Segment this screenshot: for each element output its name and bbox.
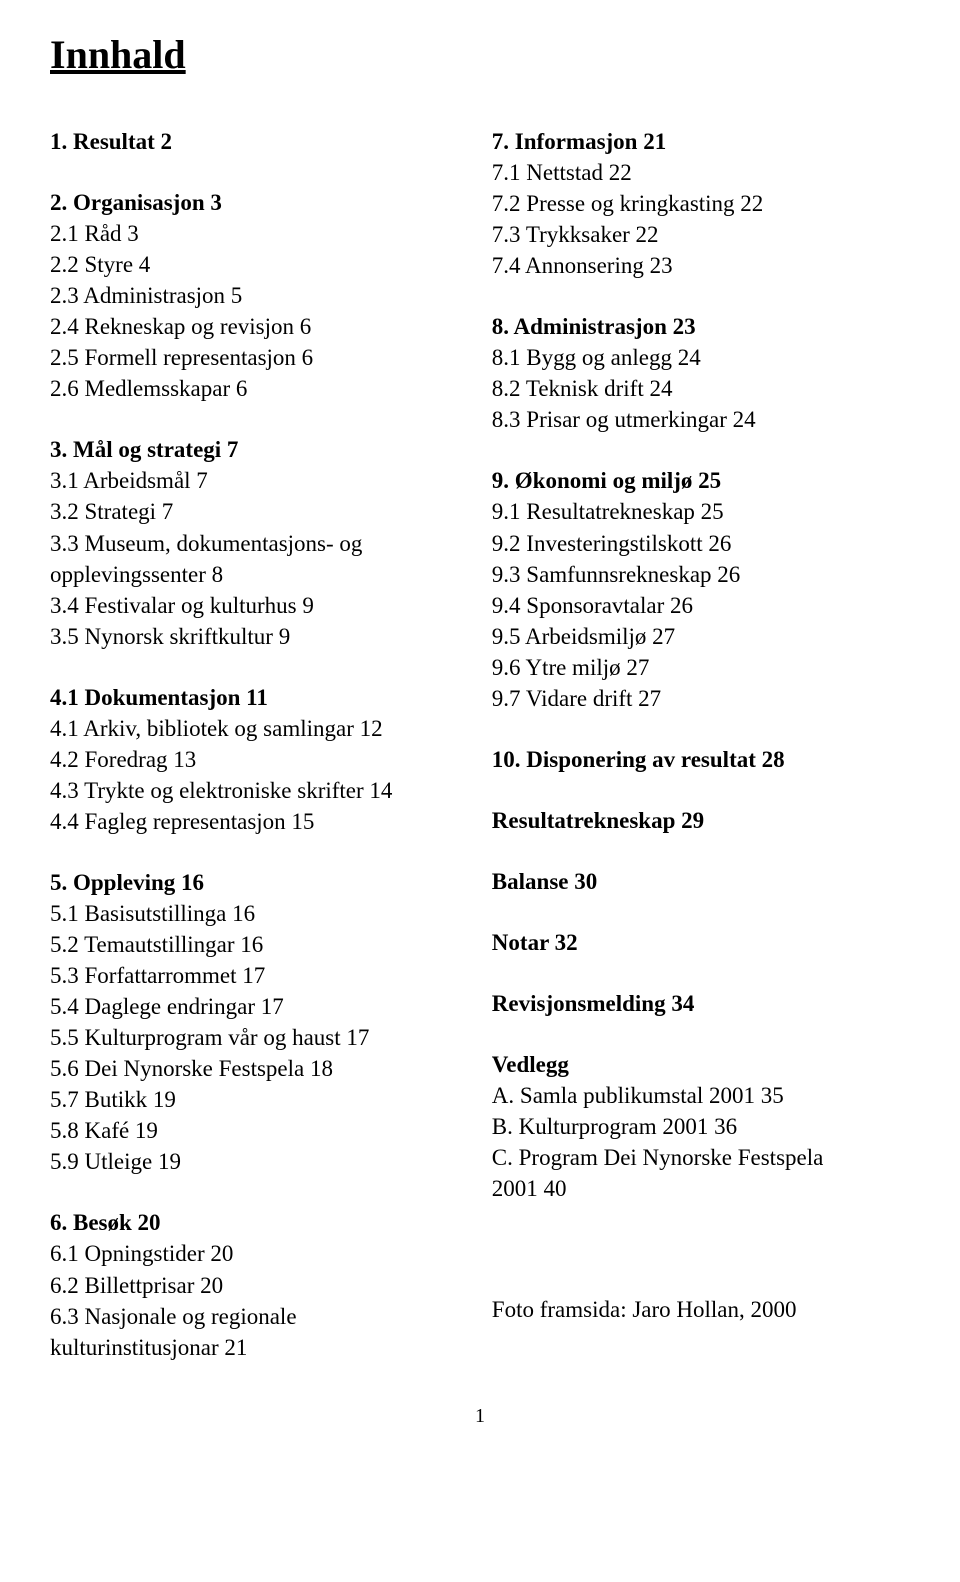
toc-heading: Revisjonsmelding 34 — [492, 988, 910, 1019]
toc-item: B. Kulturprogram 2001 36 — [492, 1111, 910, 1142]
toc-right-column: 7. Informasjon 21 7.1 Nettstad 22 7.2 Pr… — [492, 126, 910, 1363]
toc-item: 7.3 Trykksaker 22 — [492, 219, 910, 250]
toc-item: 5.5 Kulturprogram vår og haust 17 — [50, 1022, 452, 1053]
toc-heading: 4.1 Dokumentasjon 11 — [50, 682, 452, 713]
toc-heading: Resultatrekneskap 29 — [492, 805, 910, 836]
toc-heading: 6. Besøk 20 — [50, 1207, 452, 1238]
toc-item: 6.3 Nasjonale og regionale — [50, 1301, 452, 1332]
toc-item: 3.4 Festivalar og kulturhus 9 — [50, 590, 452, 621]
toc-item: 5.3 Forfattarrommet 17 — [50, 960, 452, 991]
toc-item: 9.3 Samfunnsrekneskap 26 — [492, 559, 910, 590]
toc-item: 9.4 Sponsoravtalar 26 — [492, 590, 910, 621]
toc-item: 2.1 Råd 3 — [50, 218, 452, 249]
toc-item: 5.7 Butikk 19 — [50, 1084, 452, 1115]
toc-item: kulturinstitusjonar 21 — [50, 1332, 452, 1363]
toc-item: 2.4 Rekneskap og revisjon 6 — [50, 311, 452, 342]
page-number: 1 — [50, 1403, 910, 1430]
toc-item: opplevingssenter 8 — [50, 559, 452, 590]
toc-item: 9.6 Ytre miljø 27 — [492, 652, 910, 683]
toc-item: 7.1 Nettstad 22 — [492, 157, 910, 188]
toc-heading: 7. Informasjon 21 — [492, 126, 910, 157]
toc-item: 4.3 Trykte og elektroniske skrifter 14 — [50, 775, 452, 806]
toc-heading: 8. Administrasjon 23 — [492, 311, 910, 342]
toc-heading: 10. Disponering av resultat 28 — [492, 744, 910, 775]
toc-heading: 9. Økonomi og miljø 25 — [492, 465, 910, 496]
toc-left-column: 1. Resultat 2 2. Organisasjon 3 2.1 Råd … — [50, 126, 452, 1363]
toc-item: 8.2 Teknisk drift 24 — [492, 373, 910, 404]
toc-item: A. Samla publikumstal 2001 35 — [492, 1080, 910, 1111]
toc-heading: Notar 32 — [492, 927, 910, 958]
toc-heading: 3. Mål og strategi 7 — [50, 434, 452, 465]
toc-item: 2.2 Styre 4 — [50, 249, 452, 280]
toc-item: 4.4 Fagleg representasjon 15 — [50, 806, 452, 837]
toc-item: 5.6 Dei Nynorske Festspela 18 — [50, 1053, 452, 1084]
photo-credit: Foto framsida: Jaro Hollan, 2000 — [492, 1294, 910, 1325]
toc-item: 2001 40 — [492, 1173, 910, 1204]
toc-heading: Balanse 30 — [492, 866, 910, 897]
toc-item: 5.4 Daglege endringar 17 — [50, 991, 452, 1022]
page-title: Innhald — [50, 28, 910, 82]
toc-item: 2.5 Formell representasjon 6 — [50, 342, 452, 373]
toc-item: 7.4 Annonsering 23 — [492, 250, 910, 281]
toc-item: 3.3 Museum, dokumentasjons- og — [50, 528, 452, 559]
toc-heading: 1. Resultat 2 — [50, 126, 452, 157]
toc-item: 5.9 Utleige 19 — [50, 1146, 452, 1177]
toc-item: 3.2 Strategi 7 — [50, 496, 452, 527]
toc-heading: 2. Organisasjon 3 — [50, 187, 452, 218]
toc-item: 5.2 Temautstillingar 16 — [50, 929, 452, 960]
toc-item: 8.3 Prisar og utmerkingar 24 — [492, 404, 910, 435]
toc-item: 9.7 Vidare drift 27 — [492, 683, 910, 714]
toc-item: 5.1 Basisutstillinga 16 — [50, 898, 452, 929]
toc-item: 3.1 Arbeidsmål 7 — [50, 465, 452, 496]
toc-item: C. Program Dei Nynorske Festspela — [492, 1142, 910, 1173]
toc-item: 2.6 Medlemsskapar 6 — [50, 373, 452, 404]
toc-item: 6.1 Opningstider 20 — [50, 1238, 452, 1269]
toc-item: 3.5 Nynorsk skriftkultur 9 — [50, 621, 452, 652]
toc-item: 6.2 Billettprisar 20 — [50, 1270, 452, 1301]
toc-item: 7.2 Presse og kringkasting 22 — [492, 188, 910, 219]
toc-item: 4.2 Foredrag 13 — [50, 744, 452, 775]
toc-heading: Vedlegg — [492, 1049, 910, 1080]
toc-columns: 1. Resultat 2 2. Organisasjon 3 2.1 Råd … — [50, 126, 910, 1363]
toc-heading: 5. Oppleving 16 — [50, 867, 452, 898]
toc-item: 5.8 Kafé 19 — [50, 1115, 452, 1146]
toc-item: 4.1 Arkiv, bibliotek og samlingar 12 — [50, 713, 452, 744]
toc-item: 9.5 Arbeidsmiljø 27 — [492, 621, 910, 652]
toc-item: 8.1 Bygg og anlegg 24 — [492, 342, 910, 373]
toc-item: 2.3 Administrasjon 5 — [50, 280, 452, 311]
toc-item: 9.1 Resultatrekneskap 25 — [492, 496, 910, 527]
toc-item: 9.2 Investeringstilskott 26 — [492, 528, 910, 559]
